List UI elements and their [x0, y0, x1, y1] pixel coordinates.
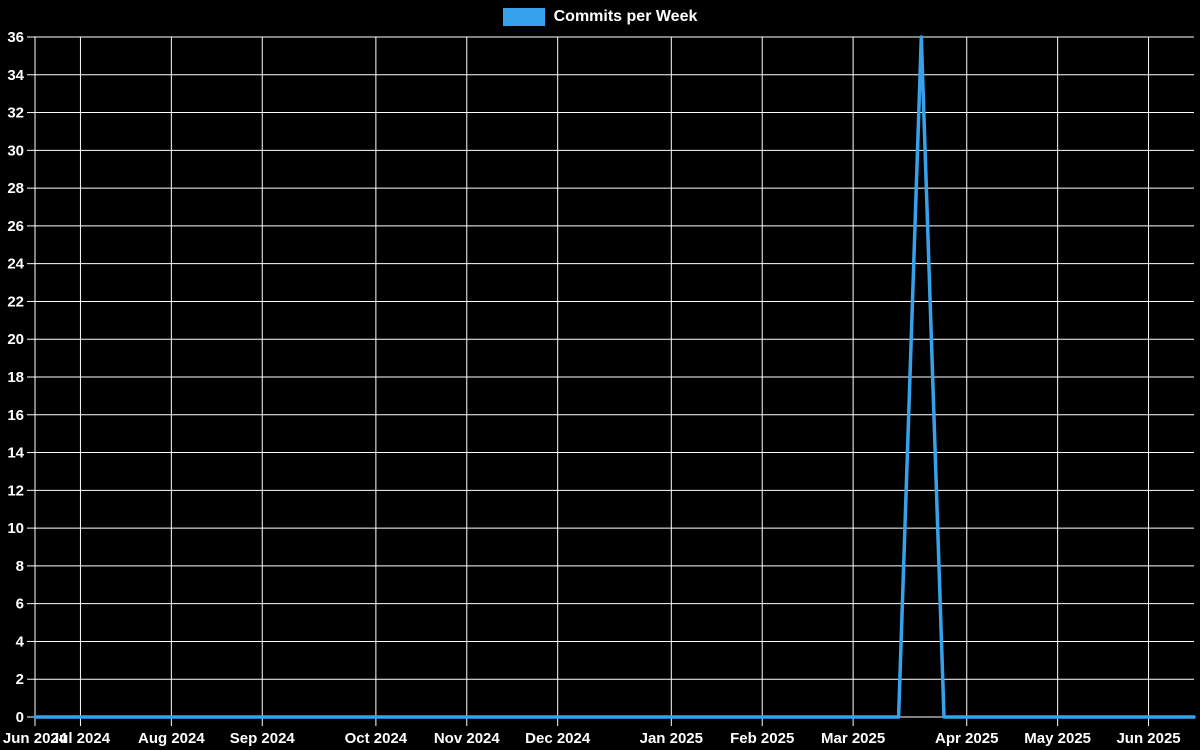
x-tick-label: Jan 2025: [640, 730, 703, 747]
y-tick-label: 6: [16, 596, 24, 613]
y-tick-label: 22: [7, 293, 24, 310]
x-tick-label: Apr 2025: [935, 730, 998, 747]
legend-swatch: [502, 8, 545, 26]
x-tick-label: Feb 2025: [730, 730, 794, 747]
y-tick-label: 20: [7, 331, 24, 348]
y-tick-label: 28: [7, 180, 24, 197]
x-tick-label: Nov 2024: [434, 730, 501, 747]
y-tick-label: 4: [16, 633, 25, 650]
y-tick-label: 12: [7, 482, 24, 499]
x-tick-label: Mar 2025: [821, 730, 885, 747]
y-tick-label: 10: [7, 520, 24, 537]
y-tick-label: 16: [7, 407, 24, 424]
legend-label: Commits per Week: [553, 8, 698, 25]
y-tick-label: 18: [7, 369, 24, 386]
legend-item-commits-per-week[interactable]: Commits per Week: [502, 7, 698, 27]
y-tick-label: 14: [7, 445, 24, 462]
y-tick-label: 2: [16, 671, 24, 688]
x-tick-label: May 2025: [1024, 730, 1091, 747]
y-tick-label: 32: [7, 105, 24, 122]
y-tick-label: 0: [16, 709, 24, 726]
x-tick-label: Sep 2024: [230, 730, 296, 747]
y-tick-label: 36: [7, 29, 24, 46]
y-tick-label: 8: [16, 558, 24, 575]
y-tick-label: 34: [7, 67, 24, 84]
x-tick-label: Oct 2024: [345, 730, 408, 747]
x-tick-label: Jul 2024: [51, 730, 111, 747]
commits-per-week-line: [33, 35, 1196, 719]
y-tick-label: 30: [7, 142, 24, 159]
x-tick-label: Aug 2024: [138, 730, 205, 747]
x-tick-label: Dec 2024: [525, 730, 591, 747]
chart-legend: Commits per Week: [0, 7, 1200, 27]
x-tick-label: Jun 2025: [1116, 730, 1180, 747]
y-tick-label: 24: [7, 256, 24, 273]
y-tick-label: 26: [7, 218, 24, 235]
x-tick-label: Jun 2024: [3, 730, 68, 747]
